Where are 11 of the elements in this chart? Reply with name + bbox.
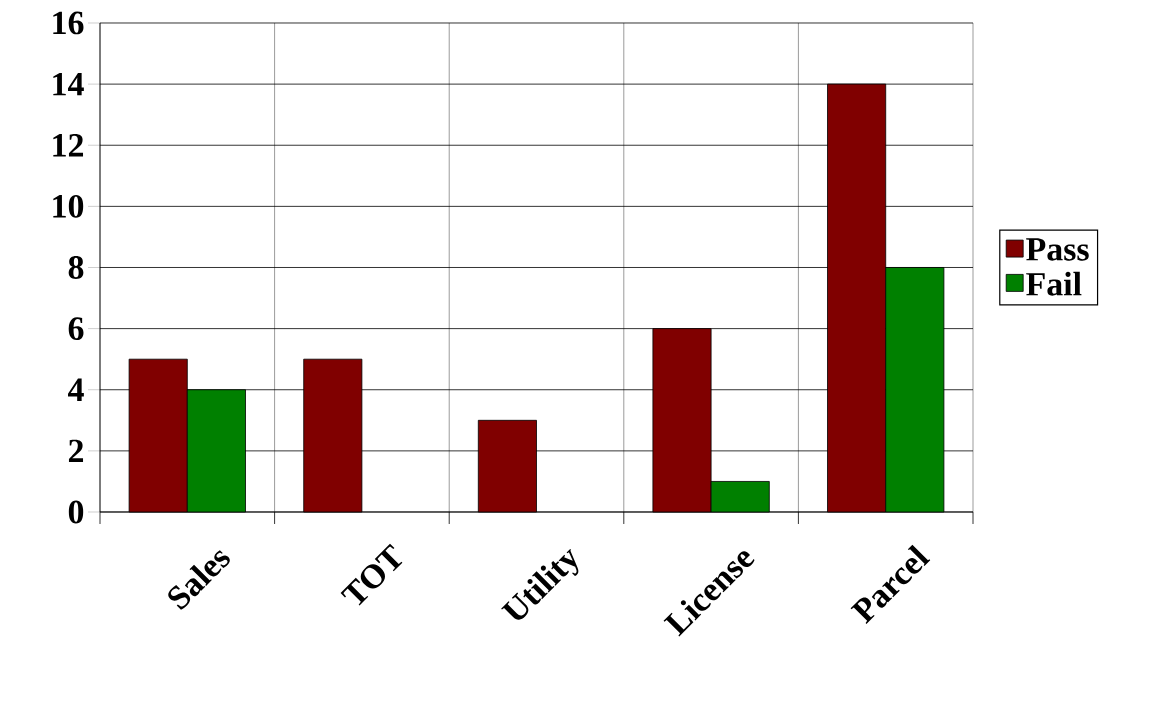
y-tick-label: 2: [68, 439, 84, 463]
legend-label: Fail: [1026, 271, 1082, 296]
y-tick-label: 4: [68, 378, 84, 401]
y-tick-label: 0: [68, 500, 84, 524]
y-tick-label: 8: [68, 256, 84, 279]
y-tick-label: 16: [53, 11, 84, 35]
y-tick-label: 12: [53, 134, 84, 157]
y-tick-label: 14: [53, 72, 84, 96]
y-tick-label: 6: [68, 317, 84, 340]
y-tick-label: 10: [53, 194, 84, 218]
legend-label: Pass: [1026, 238, 1089, 261]
